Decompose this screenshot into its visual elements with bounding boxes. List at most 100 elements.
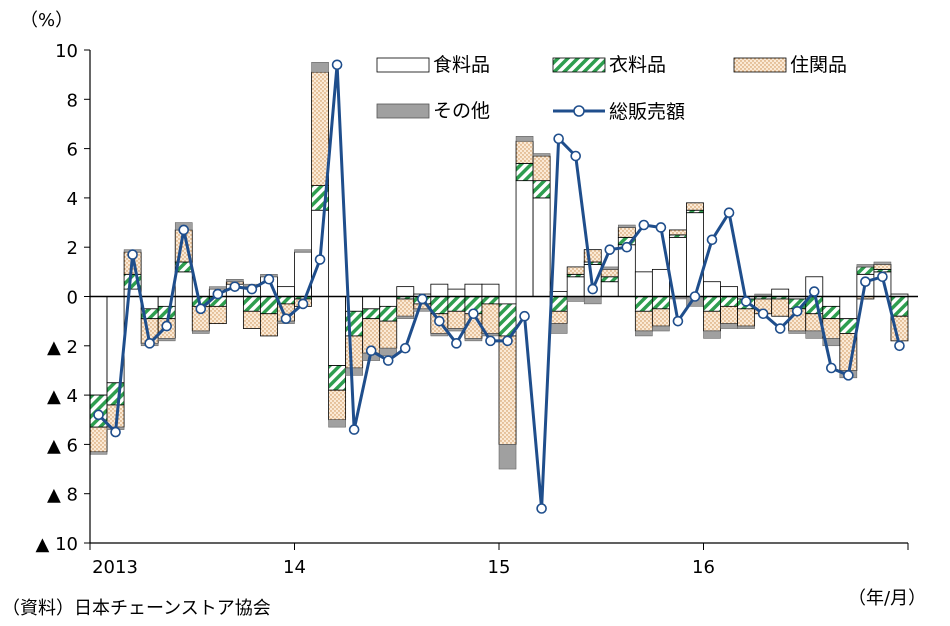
bar-other-18 — [396, 315, 415, 319]
y-tick-label-4: ▲ 2 — [47, 337, 78, 358]
total-sales-point-20 — [434, 315, 445, 327]
total-sales-point-31 — [621, 241, 633, 253]
bar-household-38 — [737, 308, 756, 327]
bar-clothing-45 — [856, 266, 875, 275]
bar-household-46 — [873, 264, 892, 270]
bar-food-16 — [362, 296, 381, 310]
bar-food-0 — [89, 296, 108, 396]
total-sales-point-45 — [860, 276, 871, 288]
source-note: （資料）日本チェーンストア協会 — [2, 598, 271, 619]
total-sales-point-3 — [144, 338, 155, 349]
bar-other-30 — [601, 266, 619, 270]
bar-clothing-4 — [157, 305, 176, 320]
total-sales-point-24 — [502, 335, 513, 347]
total-sales-point-21 — [451, 338, 462, 349]
x-tick-label-3: 16 — [692, 557, 715, 578]
bar-other-45 — [856, 264, 875, 268]
bar-food-44 — [839, 296, 858, 320]
total-sales-point-42 — [808, 286, 820, 297]
bar-clothing-36 — [703, 296, 721, 312]
total-sales-point-23 — [485, 335, 496, 347]
bar-other-25 — [515, 136, 534, 142]
bar-clothing-9 — [242, 296, 261, 312]
total-sales-point-32 — [638, 219, 650, 231]
bar-household-14 — [328, 389, 347, 421]
total-sales-point-28 — [570, 150, 581, 162]
bar-other-32 — [635, 330, 653, 337]
bar-household-37 — [720, 305, 738, 325]
total-sales-point-17 — [382, 355, 394, 366]
bar-food-11 — [277, 286, 295, 297]
total-sales-point-29 — [587, 283, 599, 295]
total-sales-point-15 — [348, 424, 360, 435]
bar-other-6 — [192, 330, 210, 334]
total-sales-point-2 — [127, 249, 138, 260]
bar-household-18 — [396, 298, 415, 317]
total-sales-point-41 — [791, 305, 803, 317]
bar-clothing-32 — [634, 296, 653, 312]
legend-swatch-household — [733, 57, 787, 73]
total-sales-point-0 — [93, 409, 104, 421]
total-sales-point-1 — [110, 426, 121, 438]
axis-layer: ▲ 10 ▲ 8 ▲ 6 ▲ 4 ▲ 2 0 2 4 6 8 10 2013 14 15 16 — [36, 41, 918, 578]
bar-household-21 — [447, 310, 466, 329]
bar-clothing-47 — [890, 296, 909, 317]
bar-clothing-21 — [447, 296, 466, 312]
total-sales-point-37 — [723, 207, 735, 218]
total-sales-point-26 — [536, 503, 547, 514]
bar-food-20 — [430, 283, 449, 297]
bar-household-27 — [549, 310, 568, 325]
total-sales-point-27 — [553, 133, 564, 145]
bar-clothing-1 — [106, 382, 125, 406]
bar-other-29 — [583, 296, 602, 305]
total-sales-point-13 — [314, 254, 326, 265]
bar-other-33 — [652, 325, 670, 332]
total-sales-point-43 — [826, 362, 837, 374]
bar-food-26 — [532, 197, 551, 297]
bar-other-41 — [788, 330, 807, 334]
total-sales-point-25 — [519, 310, 530, 322]
bar-clothing-43 — [822, 305, 841, 320]
bar-other-36 — [703, 330, 721, 339]
legend-label-food: 食料品 — [433, 54, 490, 76]
bar-other-27 — [549, 323, 568, 334]
total-sales-point-35 — [689, 291, 701, 302]
bar-household-26 — [532, 155, 551, 182]
bar-clothing-10 — [260, 296, 278, 315]
bar-household-30 — [600, 268, 619, 278]
total-sales-point-38 — [740, 296, 752, 307]
bar-other-37 — [720, 323, 738, 329]
bar-food-43 — [822, 296, 841, 307]
bar-other-14 — [328, 419, 346, 428]
bar-other-38 — [737, 325, 755, 329]
bar-household-17 — [379, 320, 398, 349]
bar-food-5 — [174, 271, 193, 297]
total-sales-point-7 — [212, 288, 224, 300]
total-sales-point-12 — [297, 298, 309, 310]
legend-label-clothing: 衣料品 — [609, 54, 666, 76]
y-tick-label-5: 0 — [67, 288, 78, 309]
bar-food-23 — [481, 283, 500, 297]
y-tick-label-0: ▲ 10 — [36, 534, 78, 555]
legend-label-other: その他 — [433, 100, 490, 122]
x-tick-label-1: 14 — [283, 557, 306, 578]
bar-clothing-25 — [515, 162, 534, 182]
bar-food-37 — [720, 286, 738, 297]
bar-food-21 — [447, 288, 466, 297]
y-unit-label: （%） — [20, 10, 73, 31]
total-sales-point-33 — [655, 222, 667, 233]
bar-food-36 — [703, 281, 721, 297]
bar-food-17 — [379, 296, 398, 307]
x-tick-label-0: 2013 — [92, 557, 138, 578]
y-tick-label-10: 10 — [55, 41, 78, 62]
bar-other-4 — [157, 338, 176, 342]
bar-household-0 — [89, 426, 108, 453]
total-sales-point-4 — [161, 320, 172, 332]
total-sales-point-16 — [365, 345, 377, 357]
bar-food-14 — [328, 296, 347, 366]
bar-food-28 — [566, 276, 585, 297]
total-sales-point-30 — [604, 244, 616, 255]
bar-clothing-23 — [481, 296, 500, 305]
bar-household-25 — [515, 140, 534, 164]
